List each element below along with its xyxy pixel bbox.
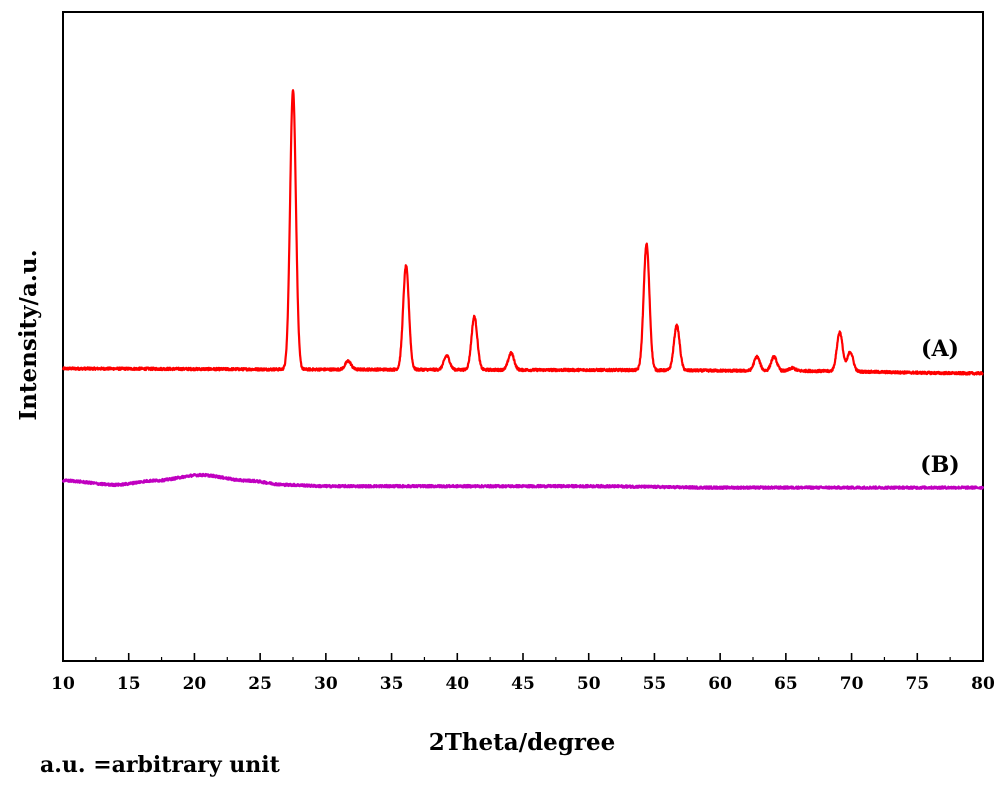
x-axis-title: 2Theta/degree	[429, 729, 616, 756]
x-tick-label: 80	[971, 674, 995, 694]
x-tick-label: 70	[840, 674, 864, 694]
x-tick-label: 60	[708, 674, 732, 694]
series-line-a	[61, 89, 984, 376]
x-tick-label: 20	[183, 674, 207, 694]
plot-frame	[62, 11, 984, 662]
y-axis-title: Intensity/a.u.	[15, 249, 42, 420]
series-label-b: (B)	[920, 452, 959, 478]
x-tick-label: 40	[445, 674, 469, 694]
footnote: a.u. =arbitrary unit	[40, 752, 280, 778]
x-tick-label: 15	[117, 674, 141, 694]
x-tick-label: 45	[511, 674, 535, 694]
x-tick-label: 35	[380, 674, 404, 694]
x-tick-label: 25	[248, 674, 272, 694]
x-tick-label: 65	[774, 674, 798, 694]
x-tick-label: 50	[577, 674, 601, 694]
series-line-b	[61, 472, 985, 490]
x-tick-label: 75	[905, 674, 929, 694]
x-tick-label: 30	[314, 674, 338, 694]
x-tick-label: 10	[51, 674, 75, 694]
x-tick-label: 55	[643, 674, 667, 694]
series-label-a: (A)	[921, 336, 959, 362]
